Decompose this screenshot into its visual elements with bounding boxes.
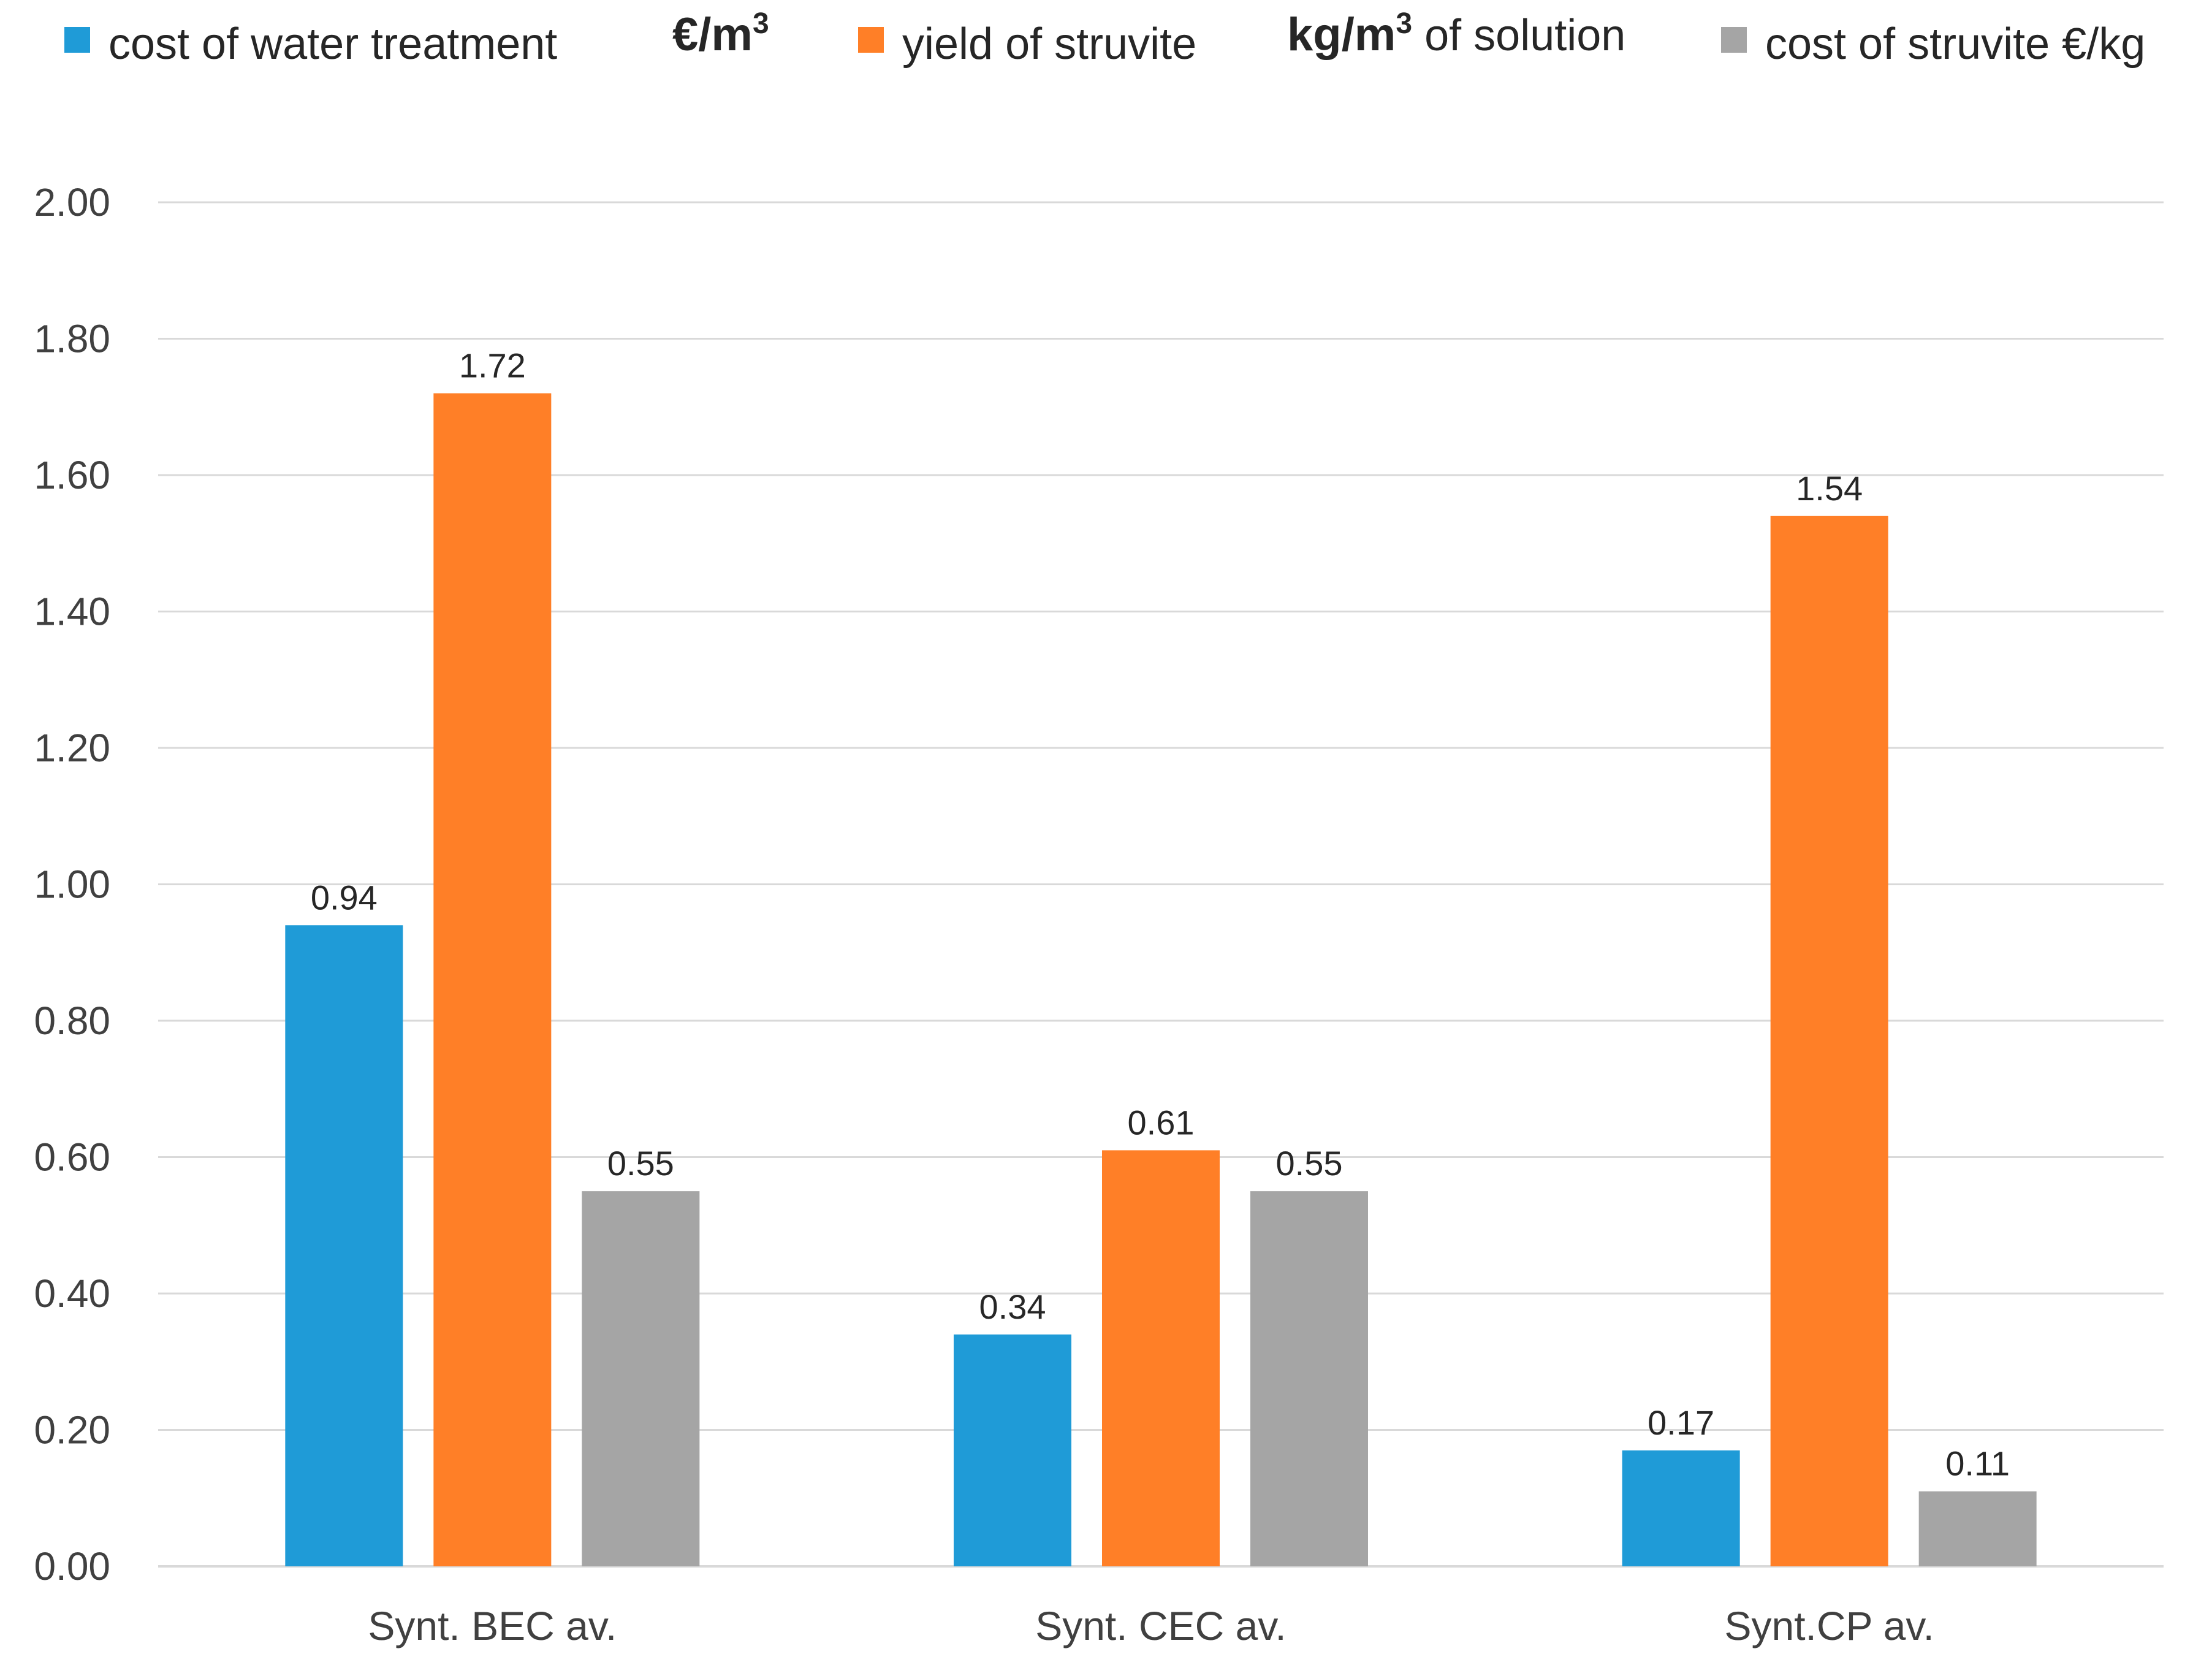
- bar: [1770, 516, 1888, 1566]
- bar: [433, 393, 552, 1566]
- y-tick-label: 0.40: [34, 1271, 110, 1316]
- legend-item: yield of struvite kg/m3 of solution: [858, 7, 1625, 69]
- data-label: 0.55: [1276, 1144, 1343, 1183]
- y-tick-label: 0.60: [34, 1135, 110, 1180]
- y-tick-label: 1.80: [34, 317, 110, 361]
- legend-label: cost of water treatment: [108, 20, 557, 69]
- y-tick-label: 0.80: [34, 999, 110, 1043]
- x-axis-categories: Synt. BEC av. Synt. CEC av. Synt.CP av.: [368, 1603, 1934, 1648]
- data-label: 0.11: [1945, 1444, 2010, 1483]
- x-category-label: Synt.CP av.: [1724, 1603, 1934, 1648]
- data-label: 0.55: [607, 1144, 674, 1183]
- legend-item: cost of water treatment €/m3: [64, 7, 769, 69]
- y-tick-label: 1.60: [34, 453, 110, 497]
- legend-swatch: [64, 27, 90, 53]
- legend-unit: €/m3: [672, 7, 769, 61]
- bars: [285, 393, 2037, 1566]
- legend-swatch: [1721, 27, 1747, 53]
- data-labels: 0.94 1.72 0.55 0.34 0.61 0.55 0.17 1.54 0.11: [311, 346, 2010, 1483]
- x-category-label: Synt. CEC av.: [1035, 1603, 1287, 1648]
- legend-item: cost of struvite €/kg: [1721, 20, 2145, 69]
- y-tick-label: 0.20: [34, 1408, 110, 1452]
- bar: [1102, 1150, 1220, 1566]
- y-tick-label: 0.00: [34, 1544, 110, 1588]
- legend: cost of water treatment €/m3 yield of stru…: [64, 7, 2145, 69]
- legend-label: cost of struvite €/kg: [1765, 20, 2145, 69]
- bar: [1622, 1450, 1740, 1566]
- legend-label: yield of struvite: [902, 20, 1196, 69]
- x-category-label: Synt. BEC av.: [368, 1603, 617, 1648]
- data-label: 0.34: [979, 1287, 1046, 1326]
- y-axis-ticks: 0.00 0.20 0.40 0.60 0.80 1.00 1.20 1.40 1.60 1.80…: [34, 180, 110, 1588]
- bar: [954, 1334, 1071, 1566]
- legend-unit: kg/m3 of solution: [1287, 7, 1625, 61]
- bar: [582, 1191, 700, 1566]
- bar: [285, 925, 403, 1566]
- y-tick-label: 1.20: [34, 726, 110, 770]
- legend-swatch: [858, 27, 884, 53]
- data-label: 0.61: [1128, 1103, 1195, 1141]
- y-tick-label: 1.00: [34, 863, 110, 907]
- y-tick-label: 1.40: [34, 590, 110, 634]
- bar: [1918, 1491, 2037, 1566]
- data-label: 1.54: [1796, 469, 1863, 508]
- data-label: 1.72: [459, 346, 526, 385]
- bar: [1250, 1191, 1368, 1566]
- data-label: 0.17: [1648, 1403, 1714, 1442]
- y-tick-label: 2.00: [34, 180, 110, 224]
- data-label: 0.94: [311, 878, 378, 917]
